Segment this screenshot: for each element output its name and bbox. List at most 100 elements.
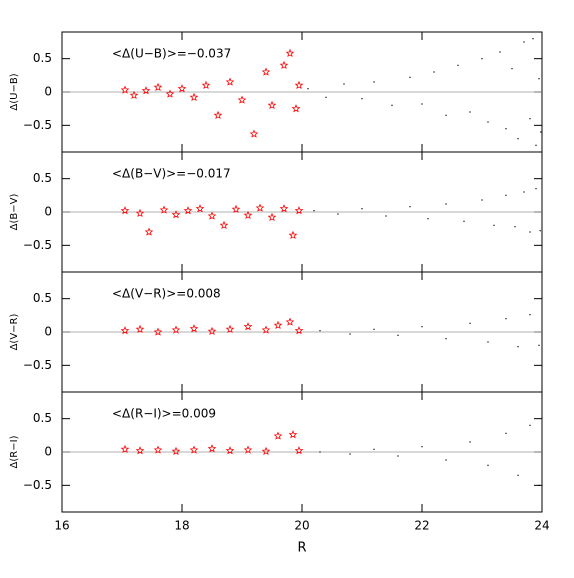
- star-point: [261, 446, 271, 455]
- star-point: [285, 317, 295, 326]
- star-point: [207, 211, 217, 220]
- annotation: <Δ(U−B)>=−0.037: [112, 47, 231, 61]
- star-point: [261, 325, 271, 334]
- star-point: [273, 320, 283, 329]
- star-point: [225, 324, 235, 333]
- y-tick-label: 0.5: [33, 291, 52, 305]
- dot-point: [361, 98, 363, 100]
- dot-point: [319, 451, 321, 453]
- dot-point: [433, 71, 435, 73]
- star-point: [141, 86, 151, 95]
- dot-point: [445, 459, 447, 461]
- dot-point: [463, 220, 465, 222]
- y-tick-label: 0.5: [33, 411, 52, 425]
- dot-point: [343, 83, 345, 85]
- dot-point: [445, 338, 447, 340]
- dot-point: [538, 484, 540, 486]
- y-tick-label: 0.5: [33, 171, 52, 185]
- dot-point: [421, 446, 423, 448]
- dot-point: [535, 188, 537, 190]
- dot-point: [517, 346, 519, 348]
- dot-point: [529, 118, 531, 120]
- star-point: [279, 60, 289, 69]
- dot-point: [481, 58, 483, 60]
- dot-point: [445, 203, 447, 205]
- star-point: [171, 325, 181, 334]
- star-point: [207, 444, 217, 453]
- dot-point: [319, 330, 321, 332]
- star-point: [120, 85, 130, 94]
- x-tick-label: 16: [54, 519, 69, 533]
- dot-point: [469, 111, 471, 113]
- x-tick-label: 22: [414, 519, 429, 533]
- star-point: [249, 129, 259, 138]
- dot-point: [397, 334, 399, 336]
- y-tick-label: 0.5: [33, 51, 52, 65]
- dot-point: [427, 218, 429, 220]
- star-point: [279, 204, 289, 213]
- y-axis-label: Δ(U−B): [9, 73, 20, 110]
- dot-point: [529, 424, 531, 426]
- dot-point: [529, 314, 531, 316]
- dot-point: [421, 103, 423, 105]
- annotation: <Δ(R−I)>=0.009: [112, 407, 216, 421]
- star-point: [225, 446, 235, 455]
- dot-point: [391, 104, 393, 106]
- star-point: [261, 67, 271, 76]
- star-point: [294, 206, 304, 215]
- dot-point: [409, 76, 411, 78]
- dot-point: [325, 96, 327, 98]
- star-point: [120, 444, 130, 453]
- star-point: [129, 90, 139, 99]
- star-point: [159, 205, 169, 214]
- star-point: [135, 208, 145, 217]
- dot-point: [421, 326, 423, 328]
- star-point: [171, 446, 181, 455]
- y-tick-label: 0: [44, 85, 52, 99]
- star-point: [288, 430, 298, 439]
- star-point: [243, 210, 253, 219]
- dot-point: [517, 138, 519, 140]
- dot-point: [385, 215, 387, 217]
- dot-point: [538, 78, 540, 80]
- dot-point: [511, 68, 513, 70]
- dot-point: [499, 51, 501, 53]
- star-point: [219, 220, 229, 229]
- dot-point: [307, 88, 309, 90]
- star-point: [195, 204, 205, 213]
- dot-point: [487, 341, 489, 343]
- star-point: [153, 82, 163, 91]
- x-axis-label: R: [297, 541, 306, 556]
- star-point: [135, 446, 145, 455]
- star-point: [183, 206, 193, 215]
- dot-point: [349, 453, 351, 455]
- dot-point: [409, 206, 411, 208]
- star-point: [135, 324, 145, 333]
- star-point: [237, 95, 247, 104]
- dot-point: [469, 322, 471, 324]
- star-point: [171, 210, 181, 219]
- dot-point: [397, 455, 399, 457]
- dot-point: [349, 333, 351, 335]
- dot-point: [514, 226, 516, 228]
- x-tick-label: 18: [174, 519, 189, 533]
- star-point: [273, 431, 283, 440]
- y-axis-label: Δ(V−R): [9, 313, 20, 350]
- y-tick-label: −0.5: [23, 358, 52, 372]
- star-point: [120, 326, 130, 335]
- star-point: [294, 80, 304, 89]
- star-point: [291, 104, 301, 113]
- star-point: [243, 322, 253, 331]
- y-tick-label: 0: [44, 205, 52, 219]
- dot-point: [481, 199, 483, 201]
- dot-point: [487, 464, 489, 466]
- y-tick-label: −0.5: [23, 118, 52, 132]
- dot-point: [535, 144, 537, 146]
- star-point: [294, 326, 304, 335]
- dot-point: [505, 318, 507, 320]
- dot-point: [523, 191, 525, 193]
- star-point: [189, 92, 199, 101]
- dot-point: [505, 194, 507, 196]
- dot-point: [373, 81, 375, 83]
